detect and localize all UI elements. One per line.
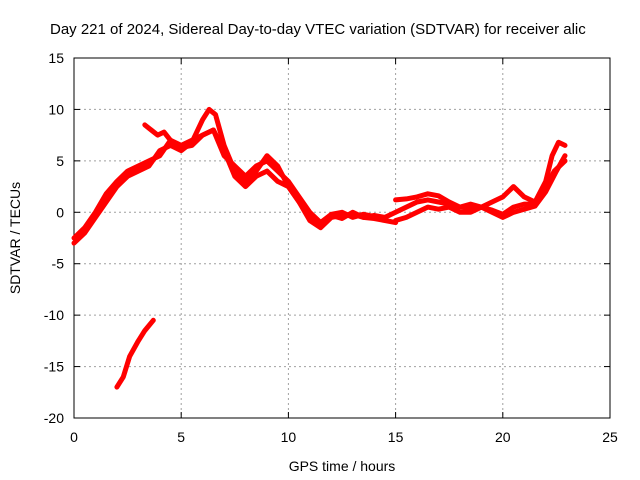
- x-tick-label: 10: [281, 429, 297, 445]
- y-axis-label: SDTVAR / TECUs: [7, 182, 23, 294]
- y-tick-label: -10: [44, 307, 64, 323]
- x-tick-label: 20: [495, 429, 511, 445]
- series-line-track-main-c: [142, 122, 399, 226]
- y-tick-label: 5: [56, 153, 64, 169]
- x-ticks: 0 5 10 15 20 25: [70, 58, 618, 445]
- x-axis-label: GPS time / hours: [289, 458, 396, 474]
- x-tick-label: 0: [70, 429, 78, 445]
- x-tick-label: 5: [177, 429, 185, 445]
- series-line-track-low: [114, 317, 156, 390]
- y-tick-label: -20: [44, 410, 64, 426]
- y-tick-label: 0: [56, 204, 64, 220]
- y-tick-label: 10: [48, 101, 64, 117]
- series-line-track-late-a: [393, 139, 568, 210]
- series-group: [71, 106, 568, 390]
- y-ticks: -20 -15 -10 -5 0 5 10 15: [44, 50, 610, 426]
- y-tick-label: -15: [44, 359, 64, 375]
- chart-title: Day 221 of 2024, Sidereal Day-to-day VTE…: [50, 21, 586, 38]
- y-tick-label: 15: [48, 50, 64, 66]
- x-tick-label: 15: [388, 429, 404, 445]
- y-tick-label: -5: [52, 256, 65, 272]
- plot-frame: [73, 57, 611, 419]
- grid: [74, 58, 610, 418]
- series-line-track-late-c: [393, 153, 568, 223]
- x-tick-label: 25: [602, 429, 618, 445]
